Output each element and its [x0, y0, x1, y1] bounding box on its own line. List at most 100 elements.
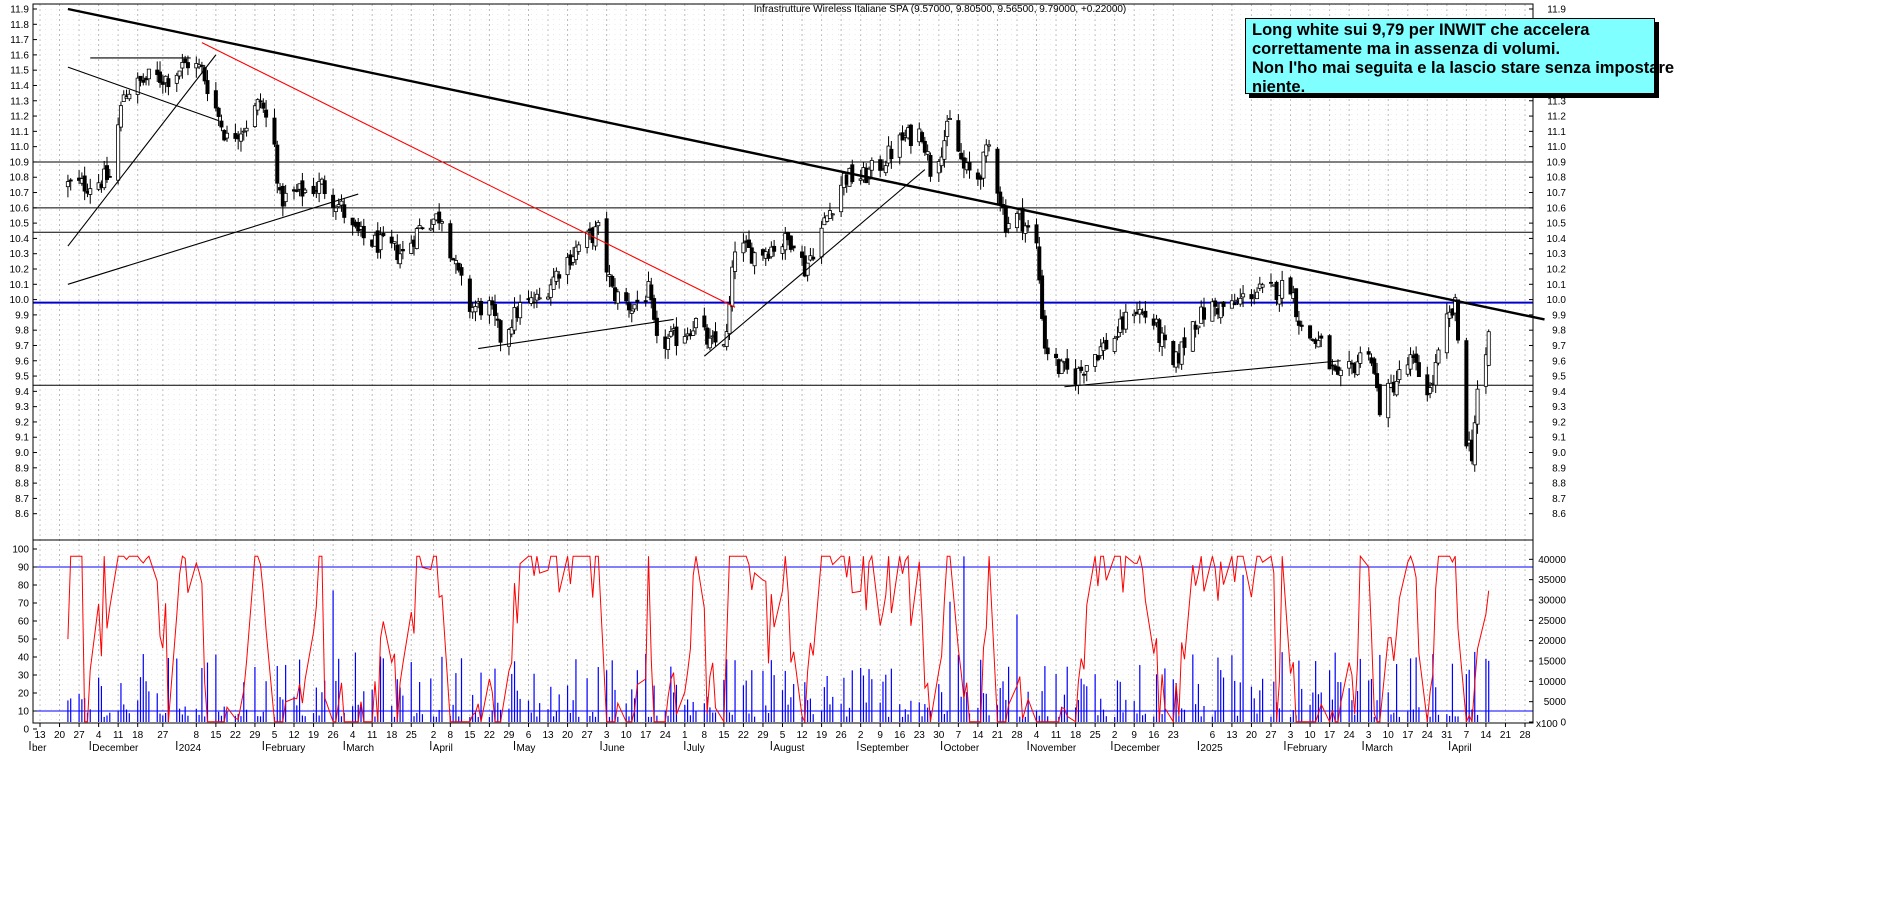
y-tick-label-right: 9.1	[1552, 433, 1566, 444]
candle-down	[342, 204, 347, 218]
candle-down	[649, 284, 654, 301]
candle-down	[322, 180, 327, 195]
x-day-label: 2	[858, 730, 864, 741]
x-day-label: 28	[1519, 730, 1531, 741]
y-tick-label-left: 11.6	[10, 50, 29, 61]
x-day-label: 20	[54, 730, 66, 741]
note-line: correttamente ma in assenza di volumi.	[1252, 40, 1561, 58]
candle-up	[339, 200, 344, 206]
volume-tick-label: 10000	[1538, 677, 1566, 688]
x-day-label: 7	[956, 730, 962, 741]
candle-up	[947, 118, 952, 120]
candle-down	[451, 258, 456, 261]
candle-down	[202, 67, 207, 82]
y-tick-label-right: 10.0	[1547, 295, 1567, 306]
oscillator-panel	[33, 554, 1533, 724]
x-day-label: 14	[1480, 730, 1492, 741]
candle-down	[532, 301, 537, 304]
candle-up	[303, 189, 308, 193]
x-month-label: April	[1452, 743, 1472, 754]
osc-tick-label: 30	[18, 671, 30, 682]
candle-down	[956, 120, 961, 152]
trendline	[67, 54, 217, 247]
y-tick-label-right: 9.0	[1552, 448, 1566, 459]
candle-up	[255, 99, 260, 111]
y-tick-label-right: 9.9	[1552, 310, 1566, 321]
x-day-label: 27	[1265, 730, 1277, 741]
candle-up	[1006, 223, 1011, 230]
candle-up	[942, 140, 947, 160]
x-corner-label: x100	[1536, 719, 1558, 730]
candle-up	[693, 318, 698, 329]
candle-down	[1416, 362, 1421, 378]
candle-up	[174, 74, 179, 84]
candle-down	[1157, 319, 1162, 343]
candle-down	[1414, 353, 1419, 363]
candle-up	[1486, 331, 1491, 366]
y-tick-label-left: 11.9	[10, 5, 29, 16]
candle-down	[1425, 374, 1430, 396]
candle-up	[1059, 360, 1064, 374]
candle-down	[420, 227, 425, 230]
x-day-label: 29	[249, 730, 261, 741]
candle-up	[691, 330, 696, 336]
x-day-label: 5	[780, 730, 786, 741]
x-day-label: 17	[1324, 730, 1336, 741]
volume-tick-label: 0	[1560, 718, 1566, 729]
candle-up	[783, 233, 788, 251]
x-day-label: 8	[448, 730, 454, 741]
x-day-label: 15	[718, 730, 730, 741]
x-day-label: 30	[933, 730, 945, 741]
y-tick-label-left: 9.1	[15, 433, 29, 444]
candle-up	[225, 132, 230, 139]
candle-up	[473, 306, 478, 313]
candle-down	[1288, 277, 1293, 295]
candle-down	[1026, 225, 1031, 228]
candle-up	[453, 260, 458, 265]
x-day-label: 4	[1034, 730, 1040, 741]
x-day-label: 13	[1226, 730, 1238, 741]
candle-down	[219, 120, 224, 128]
x-day-label: 10	[1305, 730, 1317, 741]
x-day-label: 29	[503, 730, 515, 741]
candle-up	[88, 188, 93, 195]
x-day-label: 17	[640, 730, 652, 741]
candle-down	[643, 300, 648, 303]
x-month-label: December	[1114, 743, 1161, 754]
candle-up	[1123, 311, 1128, 330]
y-tick-label-right: 10.9	[1547, 157, 1567, 168]
candle-down	[183, 58, 188, 64]
candle-down	[604, 218, 609, 273]
y-tick-label-right: 11.2	[1547, 112, 1566, 123]
candle-down	[381, 232, 386, 237]
candle-down	[995, 148, 1000, 194]
candle-down	[1081, 373, 1086, 376]
candle-up	[707, 337, 712, 349]
candle-down	[160, 81, 165, 85]
candle-up	[1277, 295, 1282, 305]
trendline	[201, 42, 736, 308]
candle-up	[537, 297, 542, 300]
candle-down	[1045, 347, 1050, 355]
candle-up	[428, 227, 433, 231]
x-day-label: 9	[877, 730, 883, 741]
volume-tick-label: 30000	[1538, 596, 1566, 607]
x-day-label: 21	[1500, 730, 1512, 741]
candle-up	[1132, 313, 1137, 317]
candle-up	[1196, 325, 1201, 329]
candle-up	[1428, 387, 1433, 394]
x-day-label: 22	[484, 730, 496, 741]
y-tick-label-left: 10.6	[10, 203, 30, 214]
y-tick-label-left: 9.8	[15, 326, 29, 337]
candle-down	[400, 248, 405, 252]
candle-down	[928, 154, 933, 177]
candle-down	[1034, 224, 1039, 244]
x-day-label: 15	[210, 730, 222, 741]
x-day-label: 3	[1288, 730, 1294, 741]
y-tick-label-right: 10.6	[1547, 203, 1567, 214]
candle-up	[177, 70, 182, 77]
candle-up	[945, 120, 950, 137]
candle-down	[674, 326, 679, 347]
x-day-label: 11	[113, 730, 124, 741]
